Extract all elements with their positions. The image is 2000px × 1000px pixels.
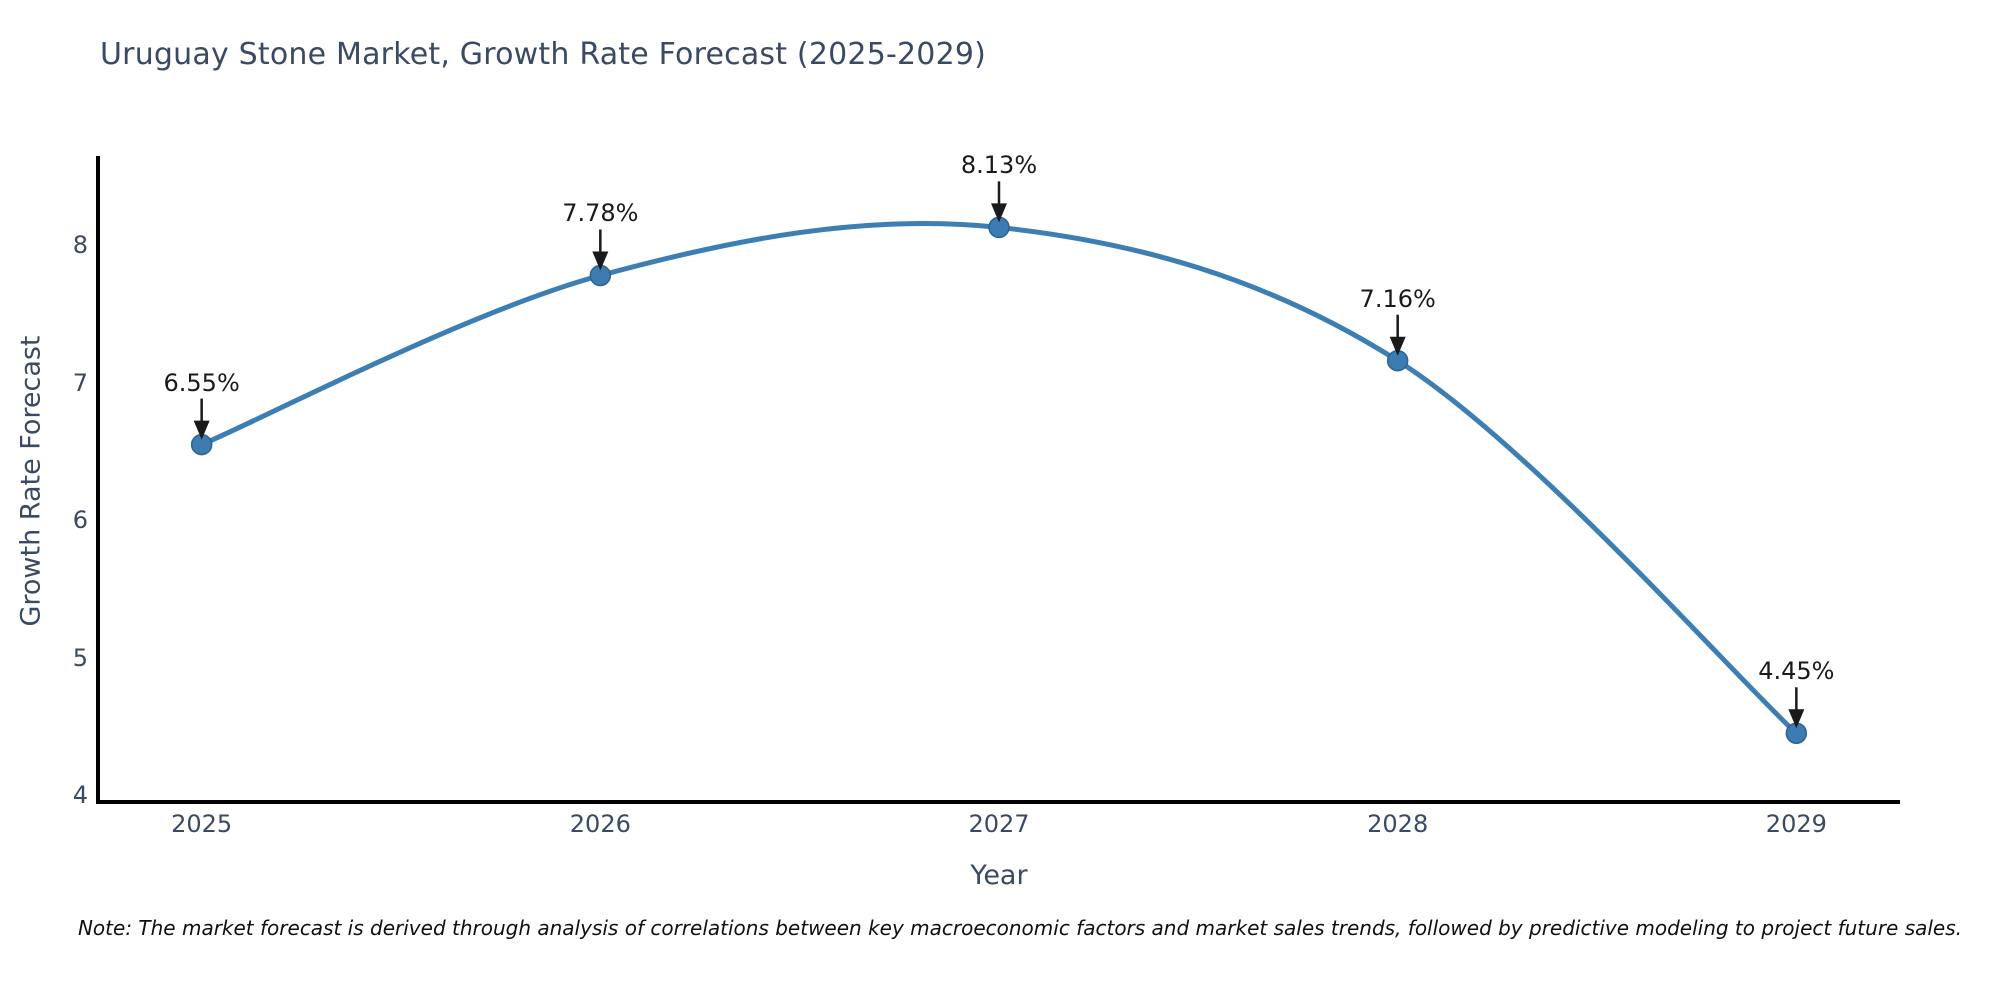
y-tick-label: 7 [72,368,88,397]
point-value-label: 7.78% [562,199,639,228]
x-tick-label: 2029 [1765,810,1827,838]
forecast-line [199,220,1799,736]
annotation-arrowhead [1389,336,1406,356]
annotation-arrowhead [193,420,210,440]
point-value-label: 7.16% [1359,284,1436,313]
y-tick-label: 5 [72,643,88,672]
y-tick-label: 4 [72,781,88,810]
point-value-label: 6.55% [163,368,240,397]
point-value-label: 8.13% [960,151,1038,180]
annotation-arrowhead [991,203,1007,223]
chart-title: Uruguay Stone Market, Growth Rate Foreca… [100,37,987,72]
footnote: Note: The market forecast is derived thr… [77,916,1963,940]
x-axis-title: Year [970,860,1028,891]
annotation-arrowhead [592,251,609,271]
x-tick-label: 2027 [968,810,1030,838]
y-tick-label: 6 [72,506,88,535]
point-value-label: 4.45% [1758,657,1835,686]
x-tick-label: 2028 [1367,810,1429,838]
y-tick-label: 8 [72,231,88,260]
annotation-arrowhead [1788,709,1805,729]
x-tick-label: 2025 [171,810,233,838]
y-axis-title: Growth Rate Forecast [15,335,47,627]
x-tick-label: 2026 [569,810,631,838]
